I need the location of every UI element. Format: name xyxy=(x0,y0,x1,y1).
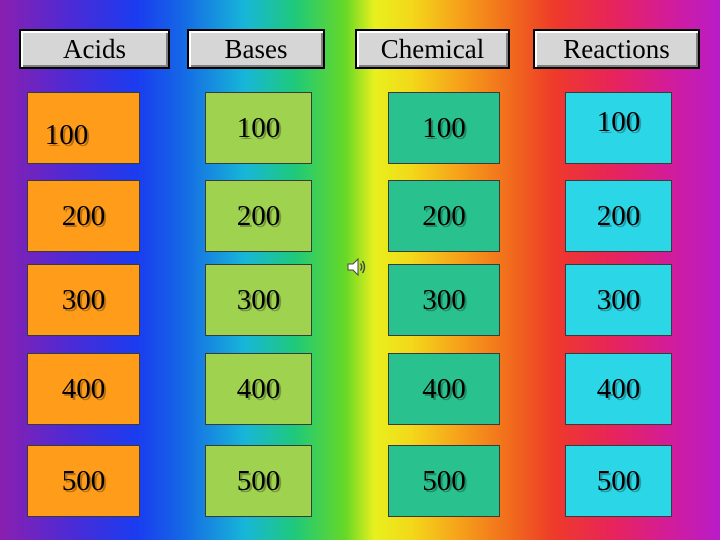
tile-value: 100 xyxy=(44,118,89,151)
tile-value: 500 xyxy=(422,464,466,497)
tile-value: 500 xyxy=(61,464,106,497)
reactions-500-tile[interactable]: 500 xyxy=(565,445,672,517)
bases-300-tile[interactable]: 300 xyxy=(205,264,312,336)
acids-400-tile[interactable]: 400 xyxy=(27,353,140,425)
chemical-500-tile[interactable]: 500 xyxy=(388,445,500,517)
tile-value: 300 xyxy=(236,283,281,316)
chemical-300-tile[interactable]: 300 xyxy=(388,264,500,336)
reactions-200-tile[interactable]: 200 xyxy=(565,180,672,252)
bases-400-tile[interactable]: 400 xyxy=(205,353,312,425)
tile-value: 200 xyxy=(61,199,106,232)
chemical-200-tile[interactable]: 200 xyxy=(388,180,500,252)
tile-value: 100 xyxy=(422,111,466,144)
category-header-reactions: Reactions xyxy=(533,29,700,69)
category-header-chemical: Chemical xyxy=(355,29,510,69)
acids-200-tile[interactable]: 200 xyxy=(27,180,140,252)
bases-200-tile[interactable]: 200 xyxy=(205,180,312,252)
tile-value: 400 xyxy=(422,372,466,405)
chemical-400-tile[interactable]: 400 xyxy=(388,353,500,425)
tile-value: 500 xyxy=(236,464,281,497)
category-header-acids: Acids xyxy=(19,29,170,69)
tile-value: 200 xyxy=(422,199,466,232)
tile-value: 300 xyxy=(422,283,466,316)
tile-value: 400 xyxy=(61,372,106,405)
tile-value: 300 xyxy=(596,283,641,316)
reactions-100-tile[interactable]: 100 xyxy=(565,92,672,164)
category-header-bases: Bases xyxy=(187,29,325,69)
tile-value: 500 xyxy=(596,464,641,497)
tile-value: 400 xyxy=(236,372,281,405)
chemical-100-tile[interactable]: 100 xyxy=(388,92,500,164)
tile-value: 100 xyxy=(236,111,281,144)
bases-500-tile[interactable]: 500 xyxy=(205,445,312,517)
tile-value: 300 xyxy=(61,283,106,316)
tile-value: 100 xyxy=(596,105,641,138)
reactions-400-tile[interactable]: 400 xyxy=(565,353,672,425)
bases-100-tile[interactable]: 100 xyxy=(205,92,312,164)
reactions-300-tile[interactable]: 300 xyxy=(565,264,672,336)
acids-300-tile[interactable]: 300 xyxy=(27,264,140,336)
tile-value: 200 xyxy=(596,199,641,232)
acids-500-tile[interactable]: 500 xyxy=(27,445,140,517)
acids-100-tile[interactable]: 100 xyxy=(27,92,140,164)
tile-value: 200 xyxy=(236,199,281,232)
tile-value: 400 xyxy=(596,372,641,405)
speaker-icon[interactable] xyxy=(345,255,369,279)
